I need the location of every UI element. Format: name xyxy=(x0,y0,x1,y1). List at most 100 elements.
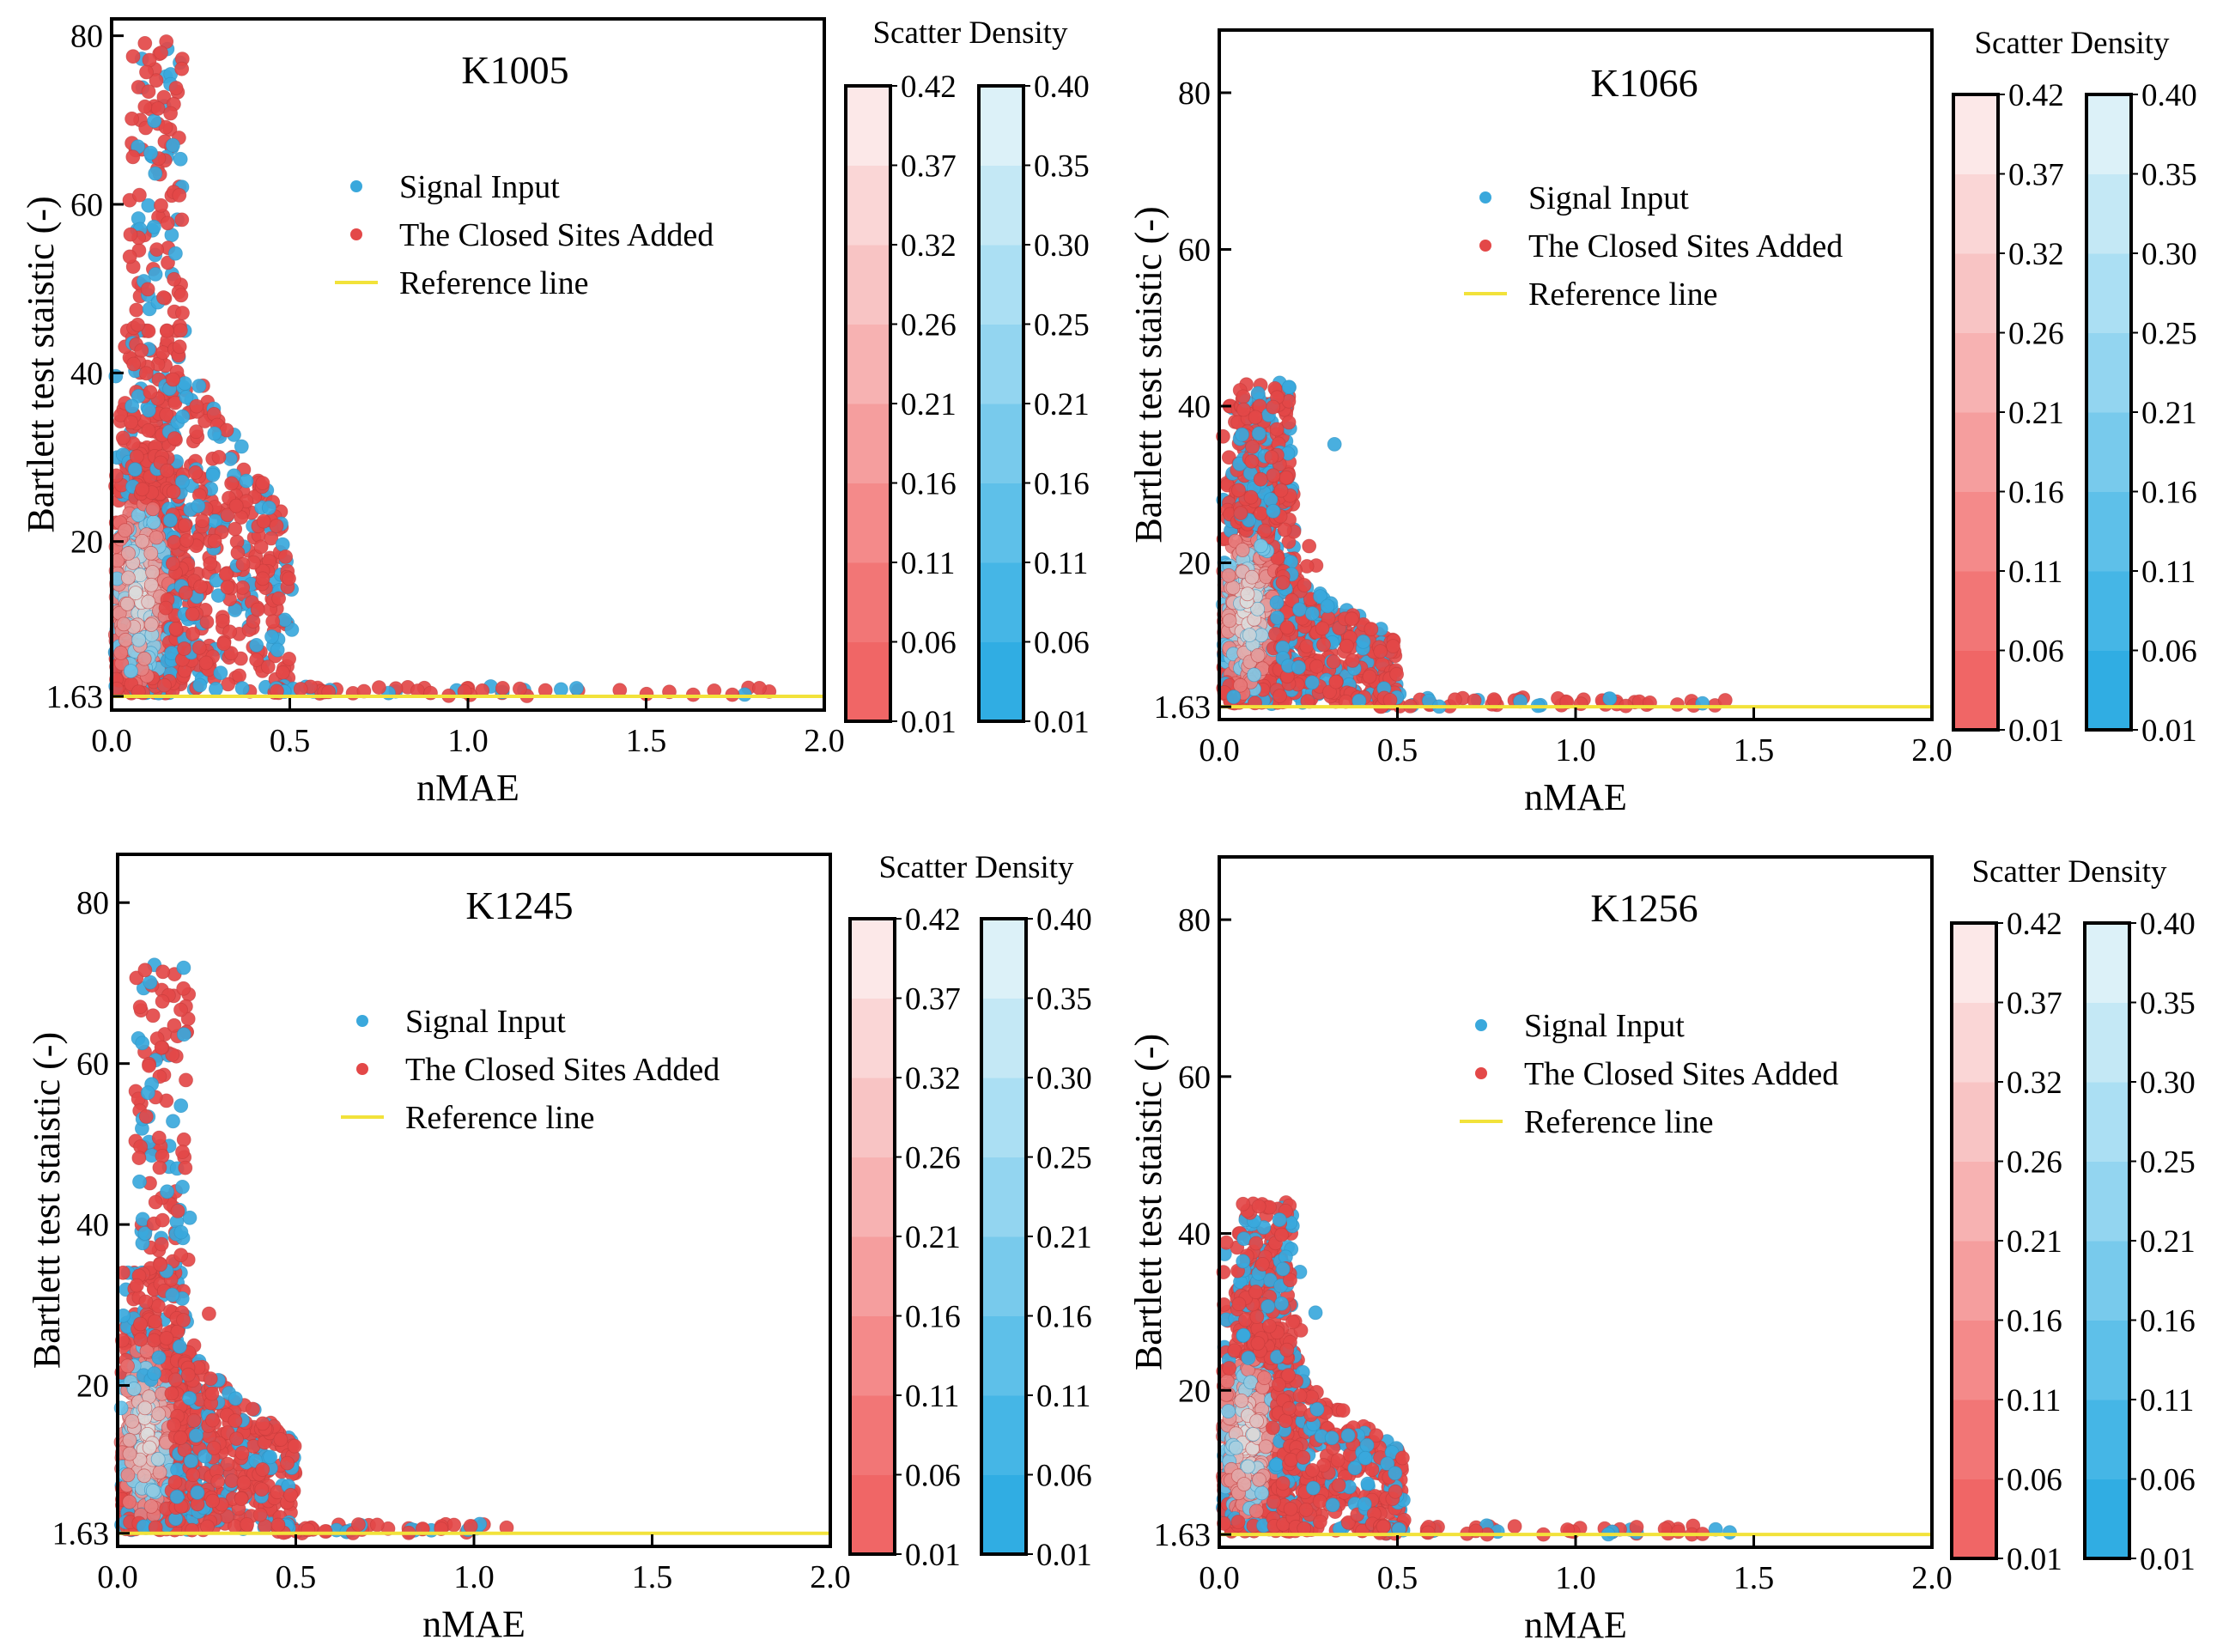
closed-sites-point xyxy=(201,1306,216,1321)
closed-sites-point xyxy=(172,339,187,355)
closed-sites-point xyxy=(228,521,243,537)
signal-input-point xyxy=(1327,437,1342,452)
blue-colorbar-tick-label: 0.01 xyxy=(1034,705,1090,740)
signal-input-point xyxy=(173,1224,189,1240)
panel-title: K1245 xyxy=(465,884,573,927)
closed-sites-point xyxy=(173,1430,188,1445)
red-colorbar-tick-label: 0.32 xyxy=(905,1061,961,1096)
closed-sites-point xyxy=(224,476,240,491)
signal-input-point xyxy=(192,677,208,693)
closed-sites-point xyxy=(142,52,157,68)
closed-sites-point xyxy=(195,513,210,529)
blue-colorbar-tick-label: 0.21 xyxy=(1036,1220,1092,1255)
blue-colorbar-segment xyxy=(979,245,1023,325)
closed-sites-point xyxy=(148,1194,163,1210)
closed-sites-point xyxy=(160,463,175,478)
closed-sites-point xyxy=(113,646,129,660)
plot-area xyxy=(112,19,824,710)
closed-sites-point xyxy=(180,1367,196,1382)
signal-input-point xyxy=(172,1339,187,1354)
x-axis-label: nMAE xyxy=(1524,776,1627,818)
signal-input-point xyxy=(143,145,158,161)
closed-sites-point xyxy=(1233,506,1248,520)
closed-sites-point xyxy=(131,317,145,332)
signal-input-point xyxy=(165,137,180,153)
blue-colorbar-tick-label: 0.40 xyxy=(1034,70,1090,105)
x-tick-label: 1.0 xyxy=(453,1559,495,1595)
closed-sites-point xyxy=(138,1109,154,1124)
signal-input-point xyxy=(146,514,161,530)
closed-sites-point xyxy=(176,1132,191,1147)
closed-sites-point xyxy=(160,216,175,231)
closed-sites-point xyxy=(280,1455,295,1471)
closed-sites-point xyxy=(129,449,144,465)
closed-sites-point xyxy=(160,323,174,338)
closed-sites-point xyxy=(253,539,269,555)
blue-colorbar-tick-label: 0.25 xyxy=(1036,1141,1092,1176)
blue-colorbar-tick-label: 0.11 xyxy=(2141,555,2196,590)
red-colorbar-segment xyxy=(850,998,895,1078)
closed-sites-point xyxy=(139,64,154,80)
closed-sites-point xyxy=(150,1298,166,1314)
y-tick-label: 20 xyxy=(1178,546,1211,582)
closed-sites-point xyxy=(131,1151,147,1165)
signal-input-point xyxy=(164,646,179,660)
closed-sites-point xyxy=(143,577,159,592)
signal-input-point xyxy=(1281,380,1297,395)
closed-sites-point xyxy=(1316,637,1331,653)
closed-sites-point xyxy=(141,84,156,100)
red-colorbar-segment xyxy=(1953,412,1998,492)
red-colorbar-tick-label: 0.26 xyxy=(905,1141,961,1176)
closed-sites-point xyxy=(198,655,214,671)
closed-sites-point xyxy=(174,61,190,76)
closed-sites-point xyxy=(1302,538,1317,554)
blue-colorbar-tick-label: 0.21 xyxy=(1034,387,1090,422)
closed-sites-point xyxy=(318,1524,333,1539)
colorbar-title: Scatter Density xyxy=(1974,26,2170,61)
closed-sites-point xyxy=(156,89,172,105)
closed-sites-point xyxy=(252,1507,268,1522)
blue-colorbar-segment xyxy=(979,562,1023,642)
blue-colorbar-tick-label: 0.21 xyxy=(2141,396,2197,431)
closed-sites-point xyxy=(1253,471,1268,487)
red-colorbar-segment xyxy=(1953,571,1998,651)
closed-sites-point xyxy=(153,1257,168,1272)
closed-sites-point xyxy=(215,613,230,629)
blue-colorbar-tick-label: 0.16 xyxy=(1034,467,1090,502)
signal-input-point xyxy=(148,166,163,181)
x-tick-label: 0.0 xyxy=(91,723,132,759)
closed-sites-point xyxy=(125,49,141,64)
closed-sites-point xyxy=(155,993,170,1009)
red-colorbar-tick-label: 0.06 xyxy=(2008,635,2064,670)
closed-sites-point xyxy=(293,682,308,696)
closed-sites-point xyxy=(1279,470,1294,485)
red-colorbar-segment xyxy=(846,86,890,166)
signal-input-point xyxy=(175,409,191,424)
blue-colorbar-tick-label: 0.40 xyxy=(2141,78,2197,113)
closed-sites-point xyxy=(122,249,137,264)
signal-input-point xyxy=(1304,606,1320,621)
closed-sites-point xyxy=(1386,639,1400,653)
blue-colorbar-segment xyxy=(981,1315,1026,1396)
y-tick-label: 80 xyxy=(76,885,109,921)
closed-sites-point xyxy=(207,533,222,549)
blue-colorbar-segment xyxy=(2086,491,2131,572)
signal-input-point xyxy=(261,501,276,515)
legend-signal-input-label: Signal Input xyxy=(1528,180,1689,216)
x-tick-label: 0.5 xyxy=(270,723,311,759)
y-tick-label: 60 xyxy=(1178,233,1211,269)
signal-input-point xyxy=(167,246,183,261)
signal-input-point xyxy=(188,1428,203,1443)
signal-input-point xyxy=(131,632,147,647)
y-axis-label: Bartlett test staistic (-) xyxy=(1127,206,1169,543)
closed-sites-point xyxy=(173,1248,189,1263)
blue-colorbar-tick-label: 0.30 xyxy=(2141,237,2197,272)
closed-sites-point xyxy=(173,323,188,338)
colorbars: 0.420.370.320.260.210.160.110.060.010.40… xyxy=(844,15,1090,740)
closed-sites-point xyxy=(159,407,174,422)
closed-sites-point xyxy=(173,288,189,303)
red-colorbar-tick-label: 0.42 xyxy=(905,902,961,938)
closed-sites-point xyxy=(211,450,227,465)
red-colorbar-tick-label: 0.26 xyxy=(2008,317,2064,352)
red-colorbar-tick-label: 0.06 xyxy=(905,1459,961,1494)
